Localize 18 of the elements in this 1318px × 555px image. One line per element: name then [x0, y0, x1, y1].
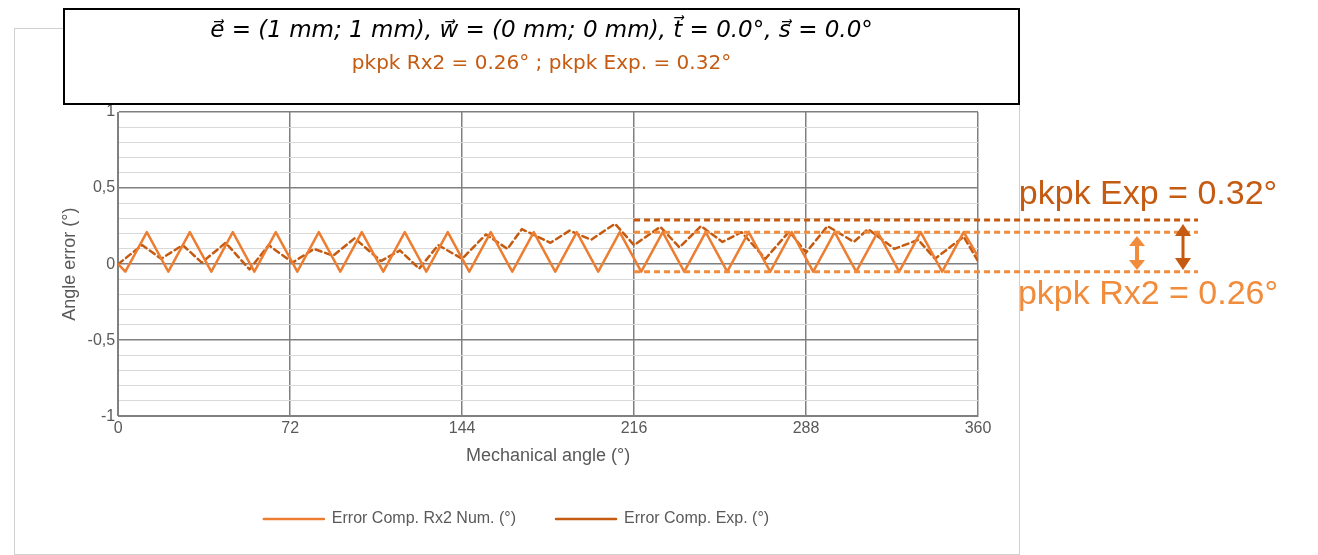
x-tick-label: 144 — [448, 419, 476, 437]
legend-label: Error Comp. Exp. (°) — [624, 509, 770, 527]
x-tick-label: 288 — [792, 419, 820, 437]
text: pkpk Exp = 0.32° — [1018, 173, 1278, 212]
x-tick-label: 360 — [964, 419, 992, 437]
x-tick-label: 216 — [620, 419, 648, 437]
line-series — [118, 222, 978, 271]
y-tick-label: -1 — [100, 406, 116, 424]
y-tick-label: -0,5 — [87, 330, 116, 348]
y-tick-label: 0 — [106, 254, 116, 272]
chart-title: e⃗ = (1 mm; 1 mm), w⃗ = (0 mm; 0 mm), t⃗ = 0.0°, s⃗ = 0.0° — [209, 16, 874, 42]
x-tick-label: 72 — [281, 419, 300, 437]
y-axis-title: Angle error (°) — [58, 207, 79, 321]
y-tick-label: 0,5 — [92, 178, 116, 196]
text: pkpk Rx2 = 0.26° — [1017, 273, 1279, 312]
x-axis-title: Mechanical angle (°) — [465, 445, 631, 466]
legend-label: Error Comp. Rx2 Num. (°) — [331, 509, 517, 527]
chart-subtitle: pkpk Rx2 = 0.26° ; pkpk Exp. = 0.32° — [350, 50, 733, 74]
